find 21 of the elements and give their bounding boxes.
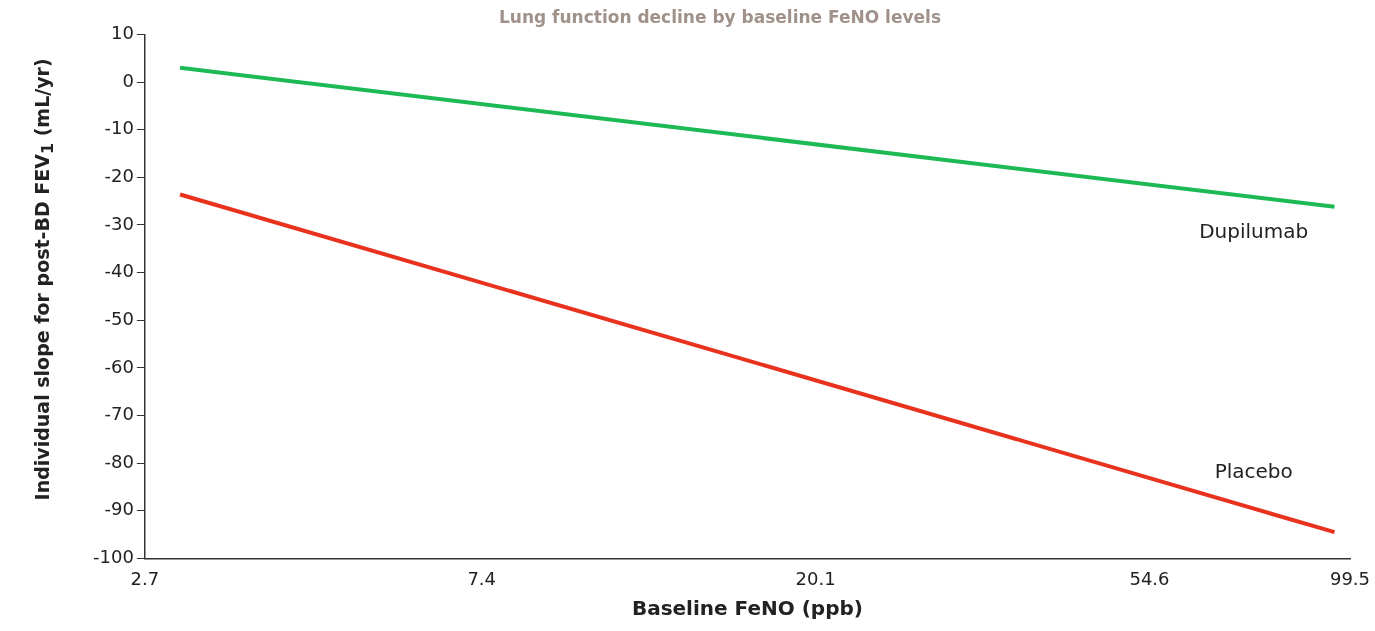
x-axis-title: Baseline FeNO (ppb) — [631, 596, 863, 621]
y-tick-label: -50 — [104, 307, 134, 329]
series-label: Dupilumab — [1199, 219, 1309, 244]
y-tick-label: -90 — [104, 498, 134, 520]
series-label: Placebo — [1214, 458, 1293, 483]
y-tick-label: -100 — [92, 546, 134, 568]
x-tick-label: 20.1 — [795, 567, 836, 589]
chart-title: Lung function decline by baseline FeNO levels — [498, 6, 942, 27]
y-tick-label: -30 — [104, 212, 134, 234]
y-tick-label: -80 — [104, 450, 134, 472]
y-tick-label: -40 — [104, 260, 134, 282]
x-tick-label: 7.4 — [467, 567, 497, 589]
y-tick-label: 10 — [110, 22, 134, 44]
y-tick-label: -70 — [104, 403, 134, 425]
y-tick-label: 0 — [122, 69, 134, 91]
y-tick-label: -20 — [104, 164, 134, 186]
y-tick-label: -10 — [104, 117, 134, 139]
x-tick-label: 99.5 — [1329, 567, 1371, 589]
x-tick-label: 54.6 — [1129, 567, 1170, 589]
y-tick-label: -60 — [104, 355, 134, 377]
x-tick-label: 2.7 — [130, 567, 160, 589]
